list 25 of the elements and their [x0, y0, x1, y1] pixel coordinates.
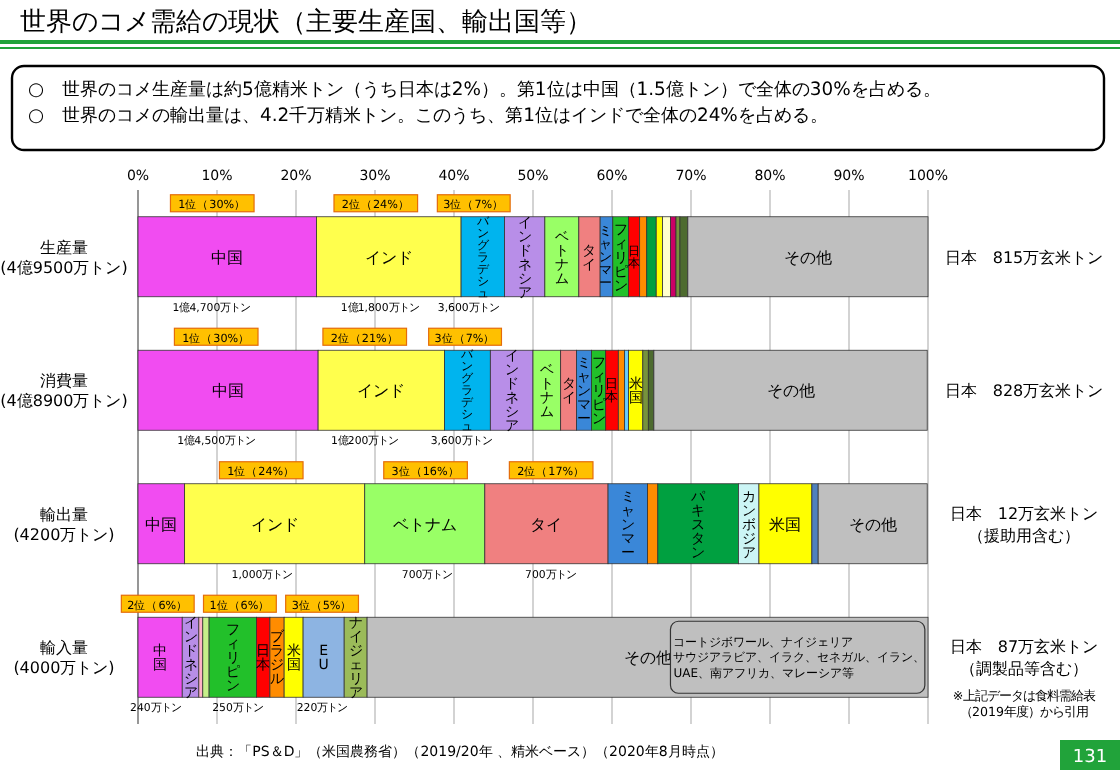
text: その他: [848, 515, 897, 534]
text: 中国: [212, 382, 245, 401]
y-tick-label: 輸入量 (4000万トン): [13, 639, 115, 678]
series-label: 中国: [145, 515, 178, 534]
y-tick-label: 輸出量 (4200万トン): [13, 505, 115, 544]
series-label: その他: [783, 248, 832, 267]
y-tick-label: 生産量 (4億9500万トン): [0, 238, 128, 277]
text: インド: [357, 382, 406, 401]
text: タイ: [530, 515, 563, 534]
series-label: インド: [364, 248, 413, 267]
y-tick-label: 消費量 (4億8900万トン): [0, 372, 128, 411]
text: 中国: [211, 248, 244, 267]
text: 131: [1072, 748, 1108, 768]
text: 米国: [769, 515, 802, 534]
text: 日本 815万玄米トン: [944, 248, 1104, 267]
chart-title: 世界のコメ需給の現状（主要生産国、輸出国等）: [20, 6, 592, 38]
text: ベトナム: [392, 515, 457, 534]
text: インド: [250, 515, 299, 534]
bar: [662, 216, 671, 298]
text: その他: [766, 382, 815, 401]
chart-subtitle: ○ 世界のコメ生産量は約5億精米トン（うち日本は2%）。第1位は中国（1.5億トン）で全体の30%を占める。 ○ 世界のコメの輸出量は、4.2千万精米トン。このうち、第1位はインドで全体の24%を占める。: [28, 78, 941, 128]
text: 日本 828万玄米トン: [944, 382, 1104, 401]
bar: [646, 216, 657, 298]
text: 日本 12万玄米トン（援助用含む）: [949, 504, 1099, 545]
text: 日本 87万玄米トン（調製品等含む）: [949, 638, 1099, 679]
